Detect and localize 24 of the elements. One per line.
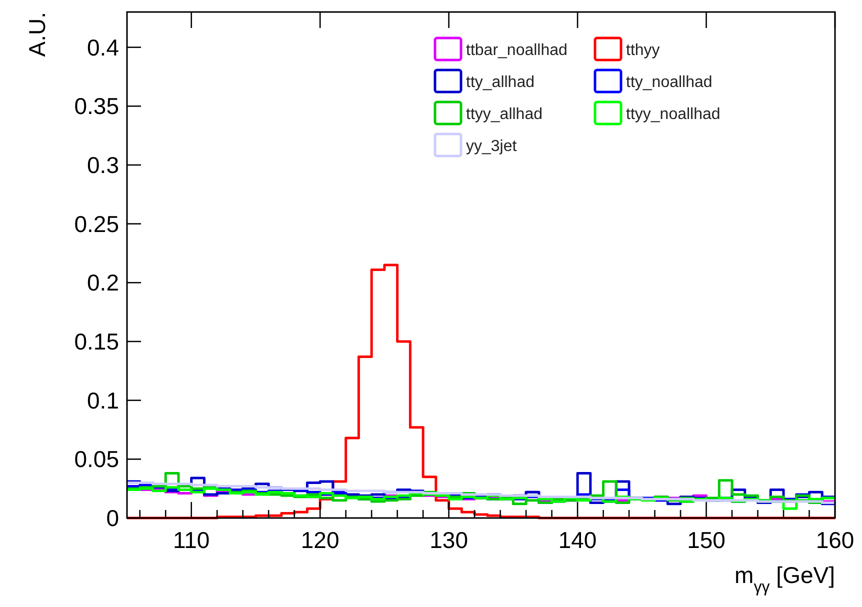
legend-label: ttyy_noallhad (626, 106, 720, 123)
x-tick-label: 140 (558, 527, 597, 553)
legend-label: ttyy_allhad (466, 106, 542, 123)
y-tick-label: 0.4 (87, 34, 120, 60)
x-tick-label: 130 (430, 527, 468, 553)
y-tick-label: 0.2 (87, 270, 119, 296)
y-tick-label: 0.35 (74, 93, 119, 120)
legend-label: yy_3jet (466, 138, 518, 155)
legend-label: tthyy (626, 42, 660, 59)
y-tick-label: 0.3 (87, 152, 119, 178)
x-tick-label: 120 (300, 527, 340, 553)
y-tick-label: 0.1 (87, 387, 119, 414)
y-tick-label: 0.25 (74, 210, 119, 237)
y-tick-label: 0.05 (74, 446, 119, 472)
x-tick-label: 110 (173, 527, 210, 553)
y-tick-label: 0 (106, 505, 119, 531)
x-axis-title: m$_{γγ}$ [GeV] (734, 562, 835, 596)
legend-label: tty_allhad (466, 74, 534, 91)
y-tick-label: 0.15 (74, 328, 119, 354)
y-axis-title: A.U. (24, 12, 50, 57)
x-tick-label: 150 (687, 527, 726, 553)
legend-label: tty_noallhad (626, 74, 712, 91)
legend-label: ttbar_noallhad (466, 42, 568, 59)
x-tick-label: 160 (816, 527, 854, 553)
